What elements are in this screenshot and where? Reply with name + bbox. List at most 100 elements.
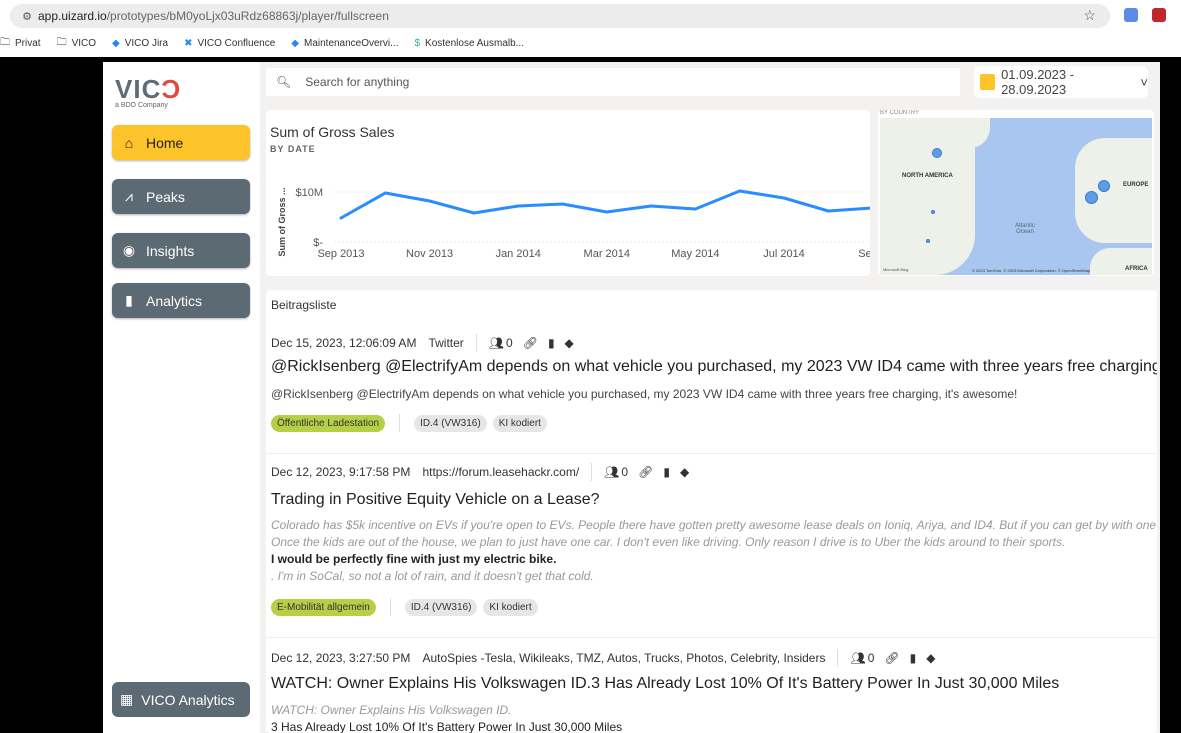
- bookmark-star-icon[interactable]: ☆: [1083, 7, 1096, 23]
- bookmark-privat[interactable]: 🗀 Privat: [0, 35, 41, 52]
- users-icon: 👥︎: [488, 336, 505, 350]
- book-icon[interactable]: ▮: [909, 651, 917, 665]
- post-date: Dec 12, 2023, 3:27:50 PM: [271, 651, 411, 665]
- reach-count: 0: [867, 651, 875, 665]
- series-line: [340, 189, 870, 220]
- tag-icon[interactable]: ◆: [679, 465, 690, 479]
- data-point[interactable]: [428, 199, 432, 203]
- bookmark-vico-jira[interactable]: ◆ VICO Jira: [112, 38, 168, 49]
- data-point[interactable]: [738, 189, 742, 193]
- bookmark-label: VICO Confluence: [197, 37, 276, 49]
- calendar-icon: [980, 74, 996, 90]
- map-title: BY COUNTRY: [880, 110, 920, 116]
- chart-box-icon: ▦: [120, 691, 134, 707]
- bookmark-label: MaintenanceOvervi...: [303, 37, 399, 49]
- sidebar-item-insights[interactable]: ◉ Insights: [112, 233, 250, 268]
- post-list-title: Beitragsliste: [271, 298, 337, 312]
- post-source[interactable]: Twitter: [428, 336, 464, 350]
- data-point[interactable]: [605, 210, 609, 214]
- folder-icon: 🗀: [0, 36, 10, 48]
- x-tick-label: Mar 2014: [584, 248, 630, 260]
- bookmark-label: Kostenlose Ausmalb...: [425, 37, 524, 49]
- category-tag[interactable]: Öffentliche Ladestation: [271, 414, 386, 432]
- jira-icon: ◆: [112, 37, 120, 49]
- nav-label: Peaks: [146, 188, 185, 205]
- map-label: Atlantic Ocean: [1015, 223, 1035, 235]
- tag[interactable]: KI kodiert: [492, 414, 547, 432]
- url-path: /prototypes/bM0yoLjx03uRdz68863j/player/…: [106, 9, 389, 23]
- post-source[interactable]: https://forum.leasehackr.com/: [422, 465, 580, 479]
- category-tag[interactable]: E-Mobilität allgemein: [271, 598, 376, 616]
- peaks-icon: ⩘: [125, 188, 133, 204]
- bookmark-ausmalbilder[interactable]: $ Kostenlose Ausmalb...: [414, 38, 524, 49]
- post-title[interactable]: Trading in Positive Equity Vehicle on a …: [271, 491, 600, 508]
- x-tick-label: Jan 2014: [496, 248, 541, 260]
- link-icon[interactable]: 🔗︎: [522, 336, 538, 350]
- book-icon[interactable]: ▮: [547, 336, 555, 350]
- y-tick-label: $10M: [295, 187, 323, 199]
- reach-count: 0: [621, 465, 629, 479]
- data-point[interactable]: [339, 216, 343, 220]
- post-body: Colorado has $5k incentive on EVs if you…: [271, 517, 1157, 585]
- translate-extension-icon[interactable]: [1124, 8, 1138, 22]
- vico-analytics-button[interactable]: ▦ VICO Analytics: [112, 682, 250, 717]
- date-range-picker[interactable]: 01.09.2023 - 28.09.2023 ˅: [974, 66, 1148, 98]
- data-point[interactable]: [516, 204, 520, 208]
- country-map: BY COUNTRY NORTH AMERICA EUROPE Atlantic…: [878, 110, 1154, 276]
- search-icon: 🔍︎: [276, 75, 292, 89]
- x-tick-label: Sep 2013: [317, 248, 364, 260]
- data-point[interactable]: [649, 204, 653, 208]
- bookmark-vico[interactable]: 🗀 VICO: [57, 35, 96, 52]
- tag[interactable]: ID.4 (VW316): [414, 414, 487, 432]
- map-label: EUROPE: [1123, 182, 1149, 188]
- post-body-line: . I'm in SoCal, so not a lot of rain, an…: [271, 569, 594, 583]
- bar-chart-icon: ▮: [125, 292, 133, 308]
- sidebar-item-analytics[interactable]: ▮ Analytics: [112, 283, 250, 318]
- tag[interactable]: KI kodiert: [483, 598, 538, 616]
- bookmark-vico-confluence[interactable]: ✖ VICO Confluence: [184, 38, 275, 49]
- chart-title: Sum of Gross Sales: [270, 124, 395, 140]
- post-item[interactable]: Dec 12, 2023, 9:17:58 PM https://forum.le…: [266, 455, 1157, 638]
- map-label: NORTH AMERICA: [902, 173, 953, 179]
- map-brand: Microsoft Bing: [883, 267, 909, 272]
- data-point[interactable]: [561, 202, 564, 206]
- post-body-line: 3 Has Already Lost 10% Of It's Battery P…: [271, 720, 623, 733]
- chart-subtitle: BY DATE: [270, 144, 316, 154]
- post-title[interactable]: @RickIsenberg @ElectrifyAm depends on wh…: [271, 358, 1157, 375]
- site-info-icon[interactable]: ⚙: [22, 10, 32, 23]
- data-point[interactable]: [472, 211, 476, 215]
- map-label: AFRICA: [1125, 266, 1148, 272]
- post-source[interactable]: AutoSpies -Tesla, Wikileaks, TMZ, Autos,…: [422, 651, 826, 665]
- data-point[interactable]: [693, 207, 697, 211]
- folder-icon: 🗀: [56, 36, 67, 48]
- sidebar: VICϽ a BDO Company ⌂ Home ⩘ Peaks ◉ Insight…: [103, 62, 260, 733]
- post-list: Beitragsliste Dec 15, 2023, 12:06:09 AM T…: [266, 290, 1157, 733]
- post-body-highlight: I would be perfectly fine with just my e…: [271, 552, 557, 566]
- post-item[interactable]: Dec 12, 2023, 3:27:50 PM AutoSpies -Tesla…: [266, 639, 1157, 733]
- data-point[interactable]: [782, 196, 786, 200]
- map-canvas[interactable]: NORTH AMERICA EUROPE Atlantic Ocean AFRI…: [880, 118, 1152, 275]
- book-icon[interactable]: ▮: [663, 465, 670, 479]
- bookmark-maintenance[interactable]: ◆ MaintenanceOvervi...: [291, 38, 398, 49]
- tag-icon[interactable]: ◆: [564, 336, 574, 350]
- address-bar[interactable]: ⚙ app.uizard.io/prototypes/bM0yoLjx03uRd…: [10, 4, 1110, 28]
- jira-icon: ◆: [291, 37, 299, 49]
- eye-icon: ◉: [122, 242, 136, 258]
- home-icon: ⌂: [124, 134, 134, 151]
- tag[interactable]: ID.4 (VW316): [404, 598, 478, 616]
- search-input[interactable]: 🔍︎ Search for anything: [266, 68, 960, 96]
- users-icon: 👥︎: [604, 465, 620, 479]
- nav-label: Home: [146, 134, 184, 151]
- link-icon[interactable]: 🔗︎: [884, 651, 900, 665]
- link-icon[interactable]: 🔗︎: [638, 465, 654, 479]
- sidebar-item-peaks[interactable]: ⩘ Peaks: [112, 179, 250, 214]
- reach-count: 0: [506, 336, 513, 350]
- post-item[interactable]: Dec 15, 2023, 12:06:09 AM Twitter 👥︎ 0 🔗︎ ▮ ◆…: [266, 326, 1157, 454]
- data-point[interactable]: [383, 191, 387, 195]
- tag-icon[interactable]: ◆: [926, 651, 936, 665]
- data-point[interactable]: [826, 209, 830, 213]
- bookmarks-bar: 🗀 Privat 🗀 VICO ◆ VICO Jira ✖ VICO Confluenc…: [0, 34, 524, 52]
- post-title[interactable]: WATCH: Owner Explains His Volkswagen ID.…: [271, 675, 1060, 692]
- sidebar-item-home[interactable]: ⌂ Home: [112, 125, 250, 160]
- shield-extension-icon[interactable]: [1152, 8, 1166, 22]
